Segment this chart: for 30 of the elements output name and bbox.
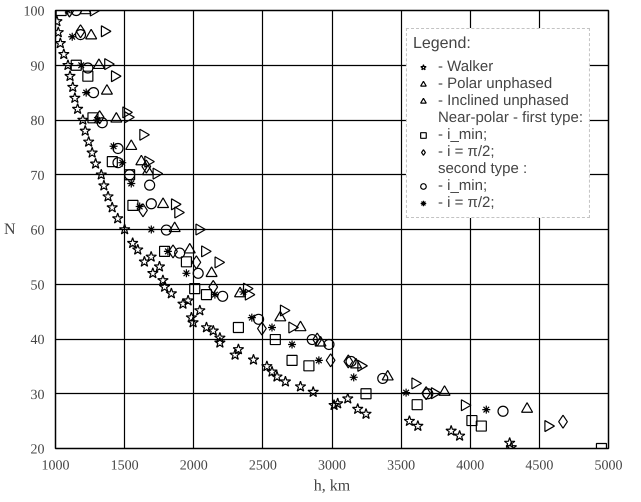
y-tick-label: 40 [30,333,44,348]
legend-label: - i_min; [438,177,488,194]
legend-label: - i = π/2; [438,143,495,160]
x-tick-label: 5000 [594,458,622,474]
y-tick-label: 90 [30,59,44,74]
annotation: Near-polar - first type: [438,109,583,126]
y-tick-label: 50 [30,278,44,294]
legend-label: - i_min; [438,126,488,143]
y-tick-label: 80 [30,114,44,129]
x-tick-label: 3500 [387,458,416,474]
x-tick-label: 3000 [318,458,346,474]
y-tick-label: 20 [30,442,44,458]
x-tick-label: 2500 [248,458,277,474]
y-axis-title: N [4,221,16,238]
legend-label: - Walker [438,58,494,75]
x-tick-label: 4500 [525,458,554,474]
legend-title: Legend: [412,35,472,53]
x-tick-label: 4000 [456,458,484,474]
y-tick-label: 30 [30,388,44,403]
x-tick-label: 1000 [42,458,70,474]
y-tick-label: 70 [30,168,44,184]
x-tick-label: 2000 [180,458,208,474]
y-tick-label: 100 [24,4,44,20]
y-tick-label: 60 [30,224,44,238]
legend-label: - Polar unphased [438,75,552,92]
x-tick-label: 1500 [110,458,139,474]
annotation: second type : [438,160,528,177]
x-axis-title: h, km [314,478,351,494]
legend-label: - Inclined unphased [438,92,569,109]
legend-label: - i = π/2; [438,194,495,211]
